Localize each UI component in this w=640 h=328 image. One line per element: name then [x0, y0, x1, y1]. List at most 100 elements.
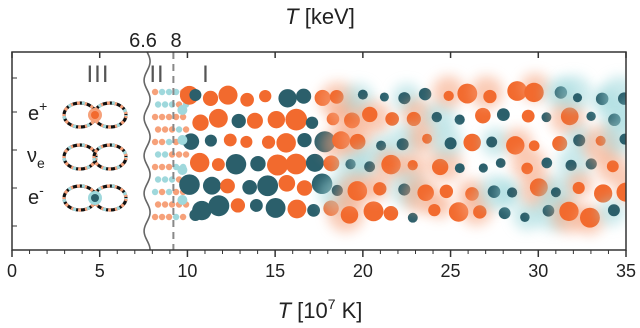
electron-dot — [364, 161, 376, 173]
electron-dot — [208, 195, 230, 217]
x-tick-label-10: 10 — [177, 261, 197, 281]
small-dot — [165, 113, 173, 121]
positron-dot — [443, 90, 454, 102]
wavy-boundary-line — [143, 51, 151, 251]
bottom-axis-unit-pre: [10 — [291, 298, 328, 323]
x-tick-label-25: 25 — [441, 261, 461, 281]
small-dot — [154, 151, 162, 158]
small-dot — [151, 188, 159, 196]
neutrino-label: νe — [27, 145, 45, 171]
electron-dot — [542, 204, 555, 217]
positron-dot — [528, 140, 540, 152]
positron-dot — [285, 108, 308, 131]
electron-dot — [379, 92, 389, 102]
electron-dot — [607, 204, 620, 217]
x-tick-label-35: 35 — [616, 261, 636, 281]
electron-dot — [454, 114, 465, 125]
positron-dot — [475, 107, 491, 124]
positron-dot — [521, 162, 533, 175]
electron-dot — [444, 137, 457, 150]
small-dot — [154, 101, 162, 108]
small-dot — [158, 138, 166, 146]
electron-dot — [398, 92, 411, 105]
positron-dot — [606, 160, 619, 173]
positron-dot — [428, 204, 441, 217]
electron-dot — [179, 174, 200, 195]
small-dot — [161, 201, 169, 208]
small-dot — [182, 151, 190, 158]
positron-dot — [278, 174, 296, 192]
electron-dot — [297, 132, 312, 148]
small-dot — [165, 213, 173, 221]
small-dot — [177, 195, 188, 205]
small-dot — [158, 88, 166, 96]
small-dot — [161, 126, 169, 133]
neutrino-symbol: ν — [27, 145, 37, 167]
electron-dot — [418, 87, 432, 101]
electron-dot — [305, 116, 319, 129]
small-dot — [172, 113, 180, 121]
halo — [601, 76, 626, 114]
positron-dot — [347, 181, 368, 201]
positron-dot — [579, 207, 600, 228]
electron-dot — [278, 89, 297, 108]
electron-dot — [265, 198, 286, 218]
electron-dot — [189, 89, 202, 101]
small-dot — [172, 88, 180, 96]
electron-dot — [541, 157, 553, 169]
bottom-axis-title: T [107 K] — [278, 296, 363, 323]
positron-dot — [267, 154, 289, 176]
positron-dot — [407, 160, 418, 171]
positron-dot — [524, 82, 544, 103]
positron-dot — [261, 135, 276, 149]
electron-dot — [305, 153, 324, 172]
electron-dot — [631, 111, 640, 124]
electron-dot — [202, 176, 221, 195]
positron-dot — [287, 199, 307, 219]
electron-dot — [498, 207, 511, 220]
small-dot — [158, 188, 166, 196]
top-axis-unit: [keV] — [299, 4, 355, 29]
small-dot — [151, 113, 159, 121]
small-dot — [151, 88, 159, 96]
electron-dot — [231, 113, 246, 129]
small-dot — [151, 213, 159, 221]
positron-dot — [422, 133, 433, 144]
halo — [601, 118, 626, 155]
particle-field — [151, 73, 640, 235]
positron-symbol: e — [28, 103, 39, 125]
small-dot — [158, 213, 166, 221]
small-dot — [172, 213, 180, 221]
positron-dot — [211, 158, 225, 171]
bottom-axis-unit-post: K] — [336, 298, 363, 323]
electron-dot — [242, 179, 257, 195]
boundary-label-8: 8 — [170, 30, 181, 52]
electron-dot — [257, 175, 279, 197]
x-tick-label-5: 5 — [95, 261, 105, 281]
electron-dot — [357, 89, 368, 100]
positron-dot — [362, 106, 378, 123]
positron-dot — [383, 205, 399, 221]
positron-dot — [246, 112, 263, 129]
positron-sup: + — [39, 98, 47, 114]
electron-dot — [296, 88, 312, 104]
electron-dot — [307, 203, 321, 217]
electron-dot — [541, 112, 552, 123]
neutrino-sub: e — [37, 155, 45, 171]
positron-dot — [349, 133, 366, 150]
electron-dot — [550, 187, 561, 198]
positron-dot — [267, 110, 286, 129]
positron-dot — [363, 201, 384, 222]
small-dot — [165, 188, 173, 196]
positron-dot — [208, 108, 228, 128]
small-dot — [154, 126, 162, 133]
electron-dot — [478, 163, 488, 173]
small-dot — [161, 151, 169, 158]
small-dot — [161, 101, 169, 108]
positron-dot — [521, 109, 535, 123]
positron-dot — [439, 184, 454, 199]
electron-dot — [454, 163, 465, 174]
electron-core — [91, 194, 99, 202]
positron-dot — [220, 178, 235, 194]
